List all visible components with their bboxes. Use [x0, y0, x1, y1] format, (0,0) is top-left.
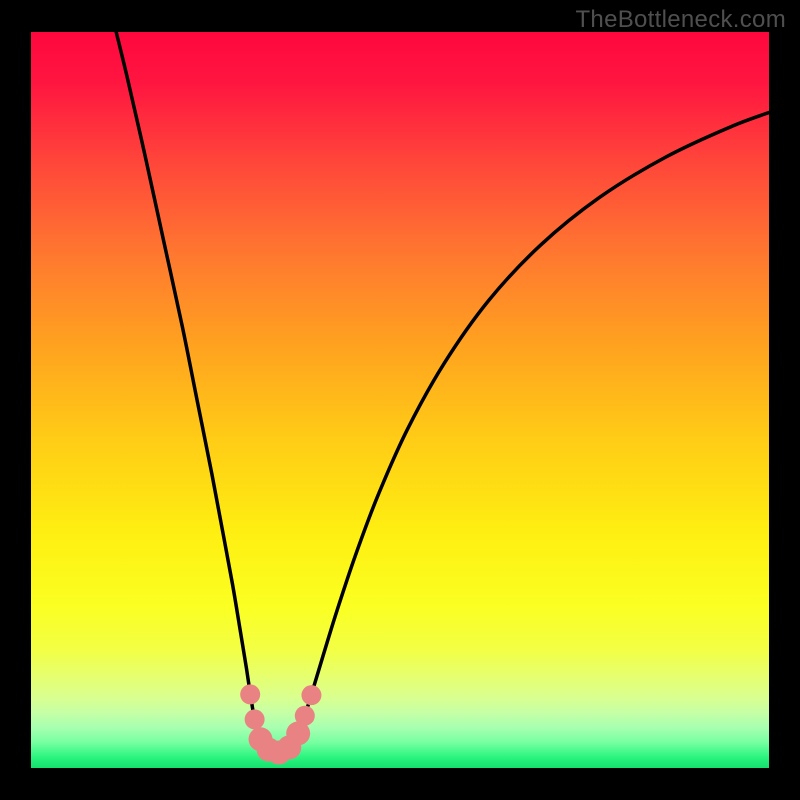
marker-dot	[240, 684, 260, 704]
marker-dot	[245, 709, 265, 729]
chart-plot-area	[31, 32, 769, 768]
bottleneck-curve	[31, 32, 769, 768]
curve-markers	[240, 684, 321, 764]
marker-dot	[295, 706, 315, 726]
marker-dot	[301, 685, 321, 705]
watermark-text: TheBottleneck.com	[575, 6, 786, 34]
